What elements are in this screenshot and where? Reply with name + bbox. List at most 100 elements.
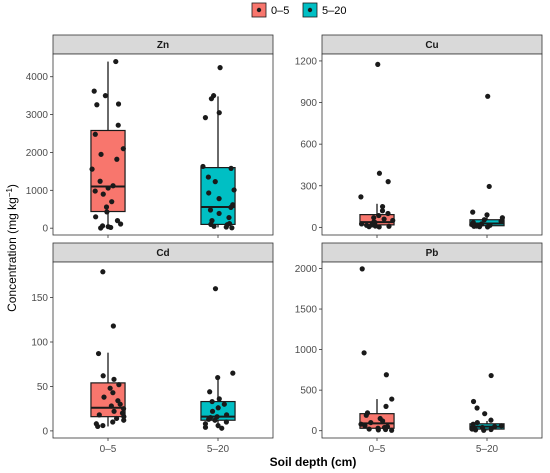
data-point [381,216,387,222]
data-point [485,93,491,99]
panels: Zn01000200030004000Cu03006009001200Cd050… [26,34,543,455]
data-point [209,408,216,414]
data-point [205,174,211,180]
data-point [476,224,483,230]
data-point [231,187,237,193]
data-point [206,416,212,422]
panel-zn: Zn 0 1000 2000 3000 4000 [26,34,274,238]
data-point [358,221,365,227]
box-body [90,129,126,213]
data-point [470,209,476,215]
data-point [113,415,120,422]
box-cu-1 [469,93,505,230]
data-point [110,390,116,396]
data-point [216,196,222,202]
data-point [228,165,234,171]
legend-key-point-0-5 [256,7,262,13]
y-tick-label-cu: 1200 [295,56,318,67]
data-point [200,163,206,170]
data-point [371,215,377,221]
y-tick-label-zn: 1000 [26,186,49,197]
x-tick-label-pb: 0–5 [369,444,386,455]
data-point [386,223,392,229]
data-point [121,417,127,423]
y-axis-title: Concentration (mg kg−1) [5,184,20,312]
data-point [221,401,227,407]
data-point [488,372,494,379]
data-point [376,170,383,176]
data-point [358,194,364,200]
data-point [223,419,229,425]
data-point [202,424,209,430]
panel-cd: Cd 0 50 100 150 0–5 5–20 [31,242,274,455]
data-point [98,225,104,231]
data-point [111,376,117,382]
x-tick-label-pb: 5–20 [476,444,499,455]
data-point [488,426,494,433]
y-tick-label-cu: 900 [300,98,317,109]
data-point [95,350,102,357]
data-point [89,166,95,172]
data-point [91,88,97,94]
legend-label-0-5: 0–5 [271,5,289,17]
box-pb-0 [358,266,395,433]
data-point [474,405,480,411]
data-point [97,178,103,184]
data-point [223,224,229,230]
data-point [100,191,106,197]
data-point [382,426,389,433]
data-point [215,422,221,429]
y-tick-label-zn: 3000 [26,110,49,121]
data-point [484,224,491,230]
data-point [219,425,225,431]
data-point [116,382,122,388]
box-zn-0 [89,58,126,231]
data-point [114,156,120,162]
data-point [366,224,372,230]
data-point [228,204,234,210]
y-tick-label-pb: 500 [300,386,317,397]
data-point [95,423,101,430]
data-point [209,398,215,405]
data-point [229,225,235,231]
data-point [362,423,368,429]
data-point [101,394,107,400]
data-point [110,323,116,329]
y-tick-label-cu: 600 [300,140,317,151]
data-point [474,419,480,426]
data-point [215,405,221,411]
data-point [110,419,116,425]
data-point [482,411,488,417]
data-point [389,396,395,402]
y-tick-label-cu: 0 [311,223,317,234]
y-axis-title-sup: −1 [5,188,14,198]
data-point [380,418,386,424]
y-tick-label-pb: 1500 [295,305,318,316]
y-tick-label-zn: 2000 [26,148,49,159]
panel-pb: Pb 0 500 1000 1500 2000 0–5 5–20 [295,242,543,455]
legend-label-5-20: 5–20 [322,5,346,17]
data-point [216,396,222,402]
data-point [216,210,222,217]
data-point [104,209,110,215]
data-point [471,223,477,229]
data-point [492,424,498,430]
strip-title-cd: Cd [156,248,169,259]
data-point [114,218,121,224]
strip-title-pb: Pb [426,248,439,259]
data-point [361,350,367,356]
data-point [498,423,504,429]
x-tick-label-cd: 5–20 [207,444,230,455]
x-tick-label-cd: 0–5 [100,444,117,455]
data-point [481,217,487,223]
y-tick-label-zn: 4000 [26,72,49,83]
data-point [223,412,230,418]
data-point [470,398,477,405]
y-tick-label-pb: 1000 [295,345,318,356]
y-tick-label-zn: 0 [42,224,48,235]
plot-area-zn [52,53,274,236]
data-point [376,212,382,219]
data-point [110,183,116,189]
data-point [217,65,223,71]
